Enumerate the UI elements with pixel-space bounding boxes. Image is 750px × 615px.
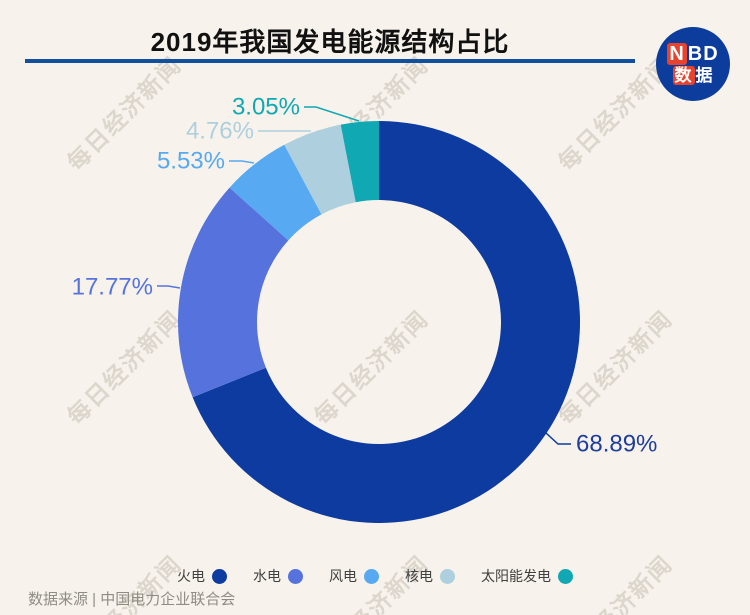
legend-dot-hydro: [288, 568, 303, 584]
chart-title: 2019年我国发电能源结构占比: [150, 27, 510, 57]
pie-slice-nuclear[interactable]: [284, 124, 356, 215]
watermark-text: 每日经济新闻: [62, 305, 187, 430]
logo-line-nbd: N BD: [667, 43, 718, 65]
legend-item-thermal[interactable]: 火电: [177, 566, 227, 586]
data-source: 数据来源 | 中国电力企业联合会: [28, 591, 236, 608]
logo-char-shu: 数: [672, 66, 695, 85]
logo-line-shuju: 数据: [672, 66, 714, 85]
legend-label-thermal: 火电: [177, 568, 205, 584]
legend-item-hydro[interactable]: 水电: [253, 566, 303, 586]
logo-letters-bd: BD: [687, 43, 719, 65]
legend-dot-wind: [364, 568, 379, 584]
pie-slice-solar[interactable]: [340, 121, 379, 203]
legend-item-wind[interactable]: 风电: [329, 566, 379, 586]
pie-slice-hydro[interactable]: [178, 187, 289, 398]
watermark-text: 每日经济新闻: [62, 51, 187, 176]
title-divider: [25, 59, 635, 63]
legend-item-nuclear[interactable]: 核电: [405, 566, 455, 586]
legend-item-solar[interactable]: 太阳能发电: [481, 566, 573, 586]
logo-char-ju: 据: [695, 66, 714, 85]
legend-label-wind: 风电: [329, 568, 357, 584]
chart-legend: 火电 水电 风电 核电 太阳能发电: [0, 566, 750, 586]
legend-label-nuclear: 核电: [405, 568, 433, 584]
pie-slice-thermal[interactable]: [192, 121, 580, 523]
pie-slice-wind[interactable]: [229, 144, 322, 241]
legend-dot-solar: [558, 568, 573, 584]
legend-label-hydro: 水电: [253, 568, 281, 584]
legend-dot-nuclear: [440, 568, 455, 584]
legend-dot-thermal: [212, 568, 227, 584]
legend-label-solar: 太阳能发电: [481, 568, 551, 584]
watermark-text: 每日经济新闻: [309, 305, 434, 430]
nbd-logo: N BD 数据: [656, 27, 730, 101]
logo-letter-n: N: [667, 43, 687, 65]
